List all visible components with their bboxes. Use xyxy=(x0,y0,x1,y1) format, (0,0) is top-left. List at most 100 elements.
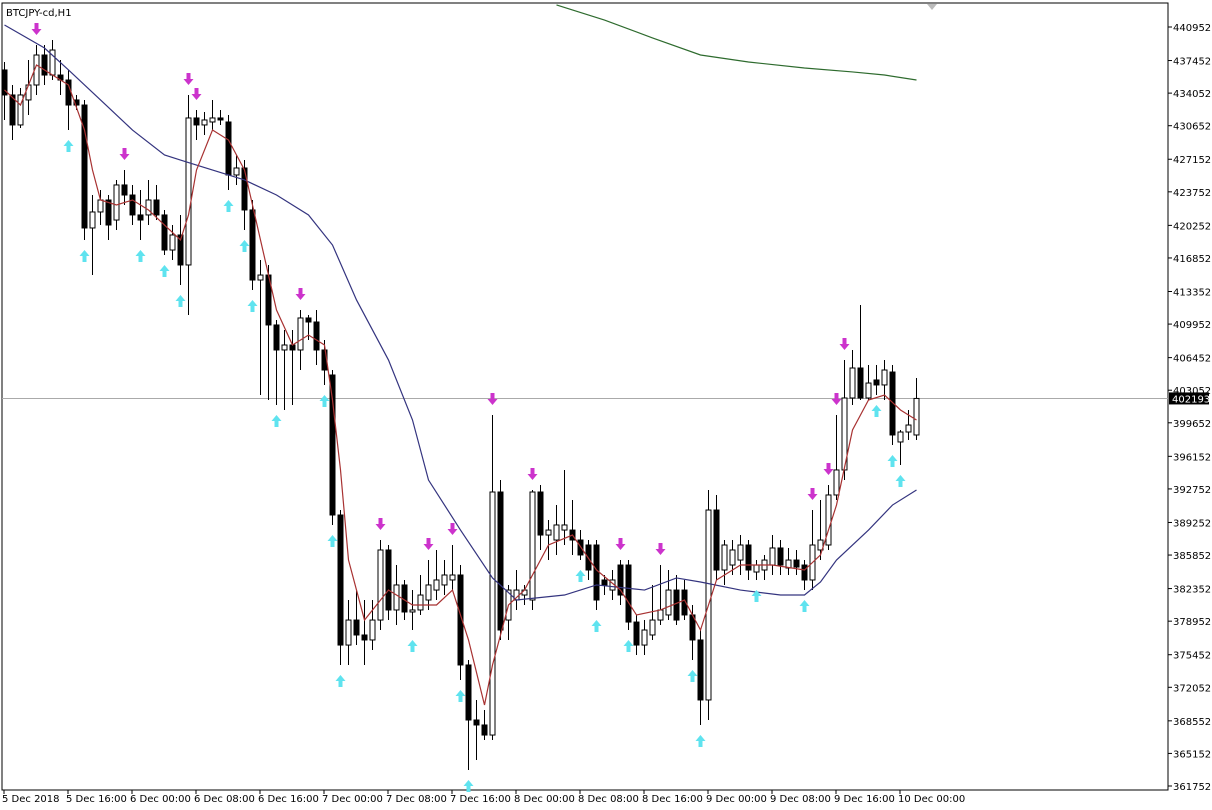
y-tick-label: 365152 xyxy=(1173,749,1211,760)
candle-body xyxy=(17,94,24,126)
candle-body xyxy=(145,199,152,216)
candle-body xyxy=(9,94,16,126)
candle-body xyxy=(457,574,464,666)
candle-body xyxy=(601,579,608,586)
candle-body xyxy=(857,367,864,399)
candle-body xyxy=(425,584,432,601)
plot-frame xyxy=(1,2,1169,791)
candle-body xyxy=(481,724,488,736)
x-tick-label: 5 Dec 16:00 xyxy=(66,794,127,805)
candle-body xyxy=(449,574,456,581)
candle-body xyxy=(849,367,856,399)
y-tick-label: 372052 xyxy=(1173,683,1211,694)
indicator-line xyxy=(4,24,917,601)
candle-body xyxy=(369,619,376,641)
x-tick-label: 8 Dec 08:00 xyxy=(578,794,639,805)
up-arrow xyxy=(79,249,90,262)
candle-body xyxy=(673,589,680,621)
x-tick-label: 9 Dec 08:00 xyxy=(770,794,831,805)
candle-body xyxy=(377,549,384,621)
up-arrow xyxy=(799,600,810,613)
y-tick-label: 413352 xyxy=(1173,287,1211,298)
candle-body xyxy=(81,104,88,229)
y-tick-label: 430652 xyxy=(1173,122,1211,133)
candle-body xyxy=(641,629,648,646)
down-arrow xyxy=(831,392,842,405)
down-arrow xyxy=(527,467,538,480)
candle-body xyxy=(201,119,208,126)
candle-body xyxy=(193,117,200,126)
price-label: 402193 xyxy=(1172,394,1210,405)
down-arrow xyxy=(823,463,834,476)
down-arrow xyxy=(487,392,498,405)
candle-body xyxy=(153,199,160,216)
candle-body xyxy=(497,491,504,631)
y-tick-label: 403052 xyxy=(1173,386,1211,397)
candle-body xyxy=(249,209,256,281)
candle-body xyxy=(801,564,808,581)
candle-body xyxy=(361,634,368,641)
candle-body xyxy=(617,564,624,596)
candle-body xyxy=(529,491,536,601)
candle-body xyxy=(185,117,192,266)
candle-body xyxy=(281,344,288,351)
up-arrow xyxy=(887,455,898,468)
candle-body xyxy=(105,199,112,226)
candle-body xyxy=(465,664,472,721)
candle-body xyxy=(833,469,840,496)
candle-body xyxy=(825,494,832,546)
candle-body xyxy=(721,544,728,571)
down-arrow xyxy=(183,72,194,85)
down-arrow xyxy=(655,543,666,556)
y-tick-label: 382352 xyxy=(1173,585,1211,596)
up-arrow xyxy=(135,249,146,262)
candle-body xyxy=(345,619,352,646)
candle-body xyxy=(313,321,320,351)
candle-body xyxy=(537,491,544,536)
candle-body xyxy=(337,514,344,646)
candle-body xyxy=(41,54,48,76)
candle-body xyxy=(561,524,568,531)
candle-body xyxy=(97,199,104,213)
y-tick-label: 396152 xyxy=(1173,452,1211,463)
y-tick-label: 368552 xyxy=(1173,717,1211,728)
candle-body xyxy=(777,547,784,566)
y-tick-label: 392752 xyxy=(1173,485,1211,496)
y-tick-label: 416852 xyxy=(1173,254,1211,265)
candle-body xyxy=(257,274,264,281)
up-arrow xyxy=(455,690,466,703)
candle-body xyxy=(729,549,736,566)
candle-body xyxy=(681,589,688,616)
up-arrow xyxy=(239,239,250,252)
candle-body xyxy=(873,379,880,386)
x-tick-label: 8 Dec 00:00 xyxy=(514,794,575,805)
candle-body xyxy=(169,234,176,251)
up-arrow xyxy=(871,405,882,418)
y-tick-label: 437452 xyxy=(1173,57,1211,68)
candle-body xyxy=(713,509,720,571)
y-tick-label: 409952 xyxy=(1173,320,1211,331)
candle-body xyxy=(697,639,704,701)
candle-body xyxy=(881,369,888,386)
up-arrow xyxy=(591,619,602,632)
candle-body xyxy=(113,184,120,221)
y-tick-label: 361752 xyxy=(1173,782,1211,793)
candle-body xyxy=(241,167,248,211)
candle-body xyxy=(753,564,760,573)
x-tick-label: 9 Dec 16:00 xyxy=(834,794,895,805)
up-arrow xyxy=(175,295,186,308)
x-tick-label: 9 Dec 00:00 xyxy=(706,794,767,805)
up-arrow xyxy=(623,640,634,653)
candle-body xyxy=(737,544,744,561)
candle-body xyxy=(305,317,312,323)
down-arrow xyxy=(615,538,626,551)
candle-body xyxy=(161,214,168,251)
up-arrow xyxy=(319,394,330,407)
candle-body xyxy=(225,121,232,176)
y-tick-label: 434052 xyxy=(1173,89,1211,100)
up-arrow xyxy=(335,674,346,687)
candle-body xyxy=(897,431,904,443)
down-arrow xyxy=(423,538,434,551)
